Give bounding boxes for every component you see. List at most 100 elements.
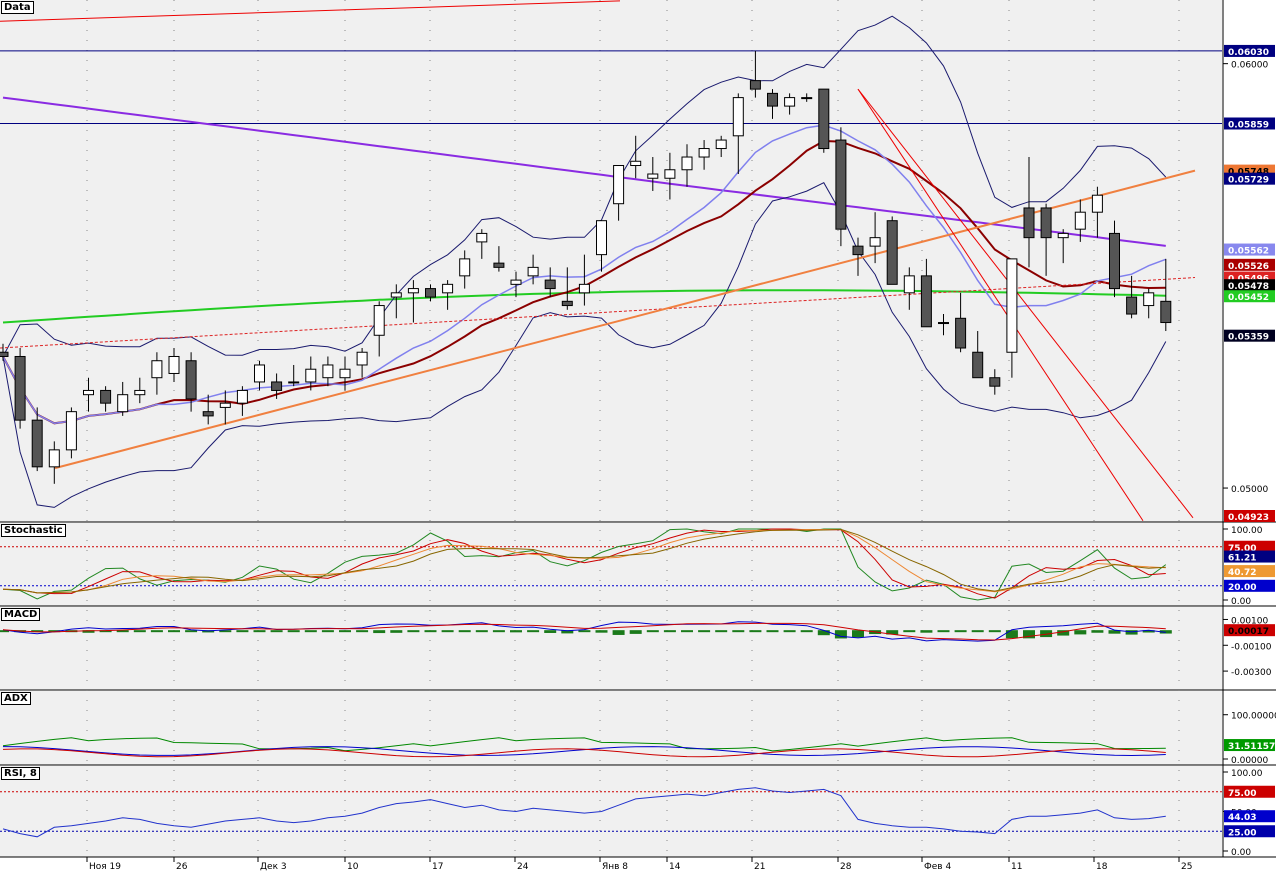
- macd-histogram-bar: [937, 630, 950, 633]
- price-tag-label: 0.05859: [1228, 120, 1269, 130]
- candle-body: [288, 381, 300, 384]
- macd-histogram-bar: [185, 630, 198, 633]
- price-tag-label: 0.05478: [1228, 282, 1269, 292]
- macd-histogram-bar: [270, 630, 283, 633]
- candle-body: [356, 351, 368, 366]
- macd-histogram-bar: [852, 630, 864, 638]
- x-tick-label: 26: [176, 862, 188, 872]
- rsi-tag-box: [1224, 810, 1275, 823]
- x-tick-label: Фев 4: [924, 862, 951, 872]
- macd-histogram-bar: [971, 630, 984, 633]
- price-tag-label: 0.05562: [1228, 247, 1269, 257]
- macd-tag-label: 0.00017: [1228, 627, 1269, 637]
- macd-histogram-bar: [1159, 630, 1172, 634]
- price-tag-label: 0.04923: [1228, 513, 1269, 523]
- candle-body: [955, 317, 967, 349]
- price-tag-box: [1224, 290, 1275, 303]
- stoch-tag-label: 61.21: [1228, 554, 1256, 564]
- stoch-tag-box: [1224, 540, 1275, 553]
- candle-body: [271, 381, 283, 391]
- macd-histogram-bar: [954, 630, 967, 633]
- x-tick-label: 25: [1181, 862, 1192, 872]
- rsi-line: [2, 787, 1166, 838]
- macd-histogram-bar: [99, 630, 112, 633]
- candle-body: [989, 377, 1001, 387]
- macd-histogram-bar: [475, 630, 488, 633]
- candle-body: [1057, 232, 1069, 239]
- macd-histogram-bar: [698, 630, 711, 633]
- candle-body: [31, 419, 43, 468]
- macd-signal-line: [2, 622, 1166, 641]
- macd-histogram-bar: [834, 630, 847, 639]
- stoch-tag-box: [1224, 565, 1275, 578]
- candle-body: [835, 139, 847, 230]
- candle-body: [14, 355, 26, 421]
- candle-body: [1160, 300, 1172, 324]
- macd-histogram-bar: [82, 630, 95, 633]
- macd-histogram-bar: [663, 630, 676, 633]
- axes: Ноя 19 26 Дек 3 10 17 24 Янв 8 14 21 28 Фев 4 11 18 2…: [86, 61, 1276, 872]
- price-tag-box: [1224, 279, 1275, 292]
- candle-body: [493, 262, 505, 268]
- candle-body: [1126, 296, 1138, 315]
- x-tick-label: Дек 3: [260, 862, 287, 872]
- candle-body: [1006, 258, 1018, 353]
- y-tick-label: 0.00000: [1231, 756, 1268, 766]
- macd-histogram-bar: [321, 630, 334, 633]
- macd-histogram-bar: [458, 630, 471, 633]
- y-tick-label: 0.00100: [1231, 616, 1268, 626]
- price-tag-box: [1224, 172, 1275, 185]
- macd-histogram-bar: [988, 630, 1001, 633]
- candle-body: [390, 292, 402, 298]
- candle-body: [903, 275, 915, 294]
- x-tick-label: 21: [754, 862, 765, 872]
- macd-histogram-bar: [116, 630, 129, 633]
- panel-label-adx: ADX: [1, 692, 31, 705]
- rsi-tag-label: 44.03: [1228, 813, 1256, 823]
- candle-body: [613, 165, 625, 205]
- macd-histogram-bar: [510, 630, 522, 633]
- dotted-regression-line: [0, 277, 1196, 349]
- candle-body: [544, 279, 556, 290]
- macd-histogram-bar: [304, 630, 317, 633]
- rsi-panel: [0, 787, 1222, 838]
- bollinger-lower: [2, 182, 1167, 508]
- candle-body: [681, 156, 693, 171]
- time-axis-bg: [0, 857, 1276, 872]
- candle-body: [322, 364, 334, 379]
- candle-body: [65, 411, 77, 451]
- x-tick-label: 14: [669, 862, 681, 872]
- candle-body: [920, 275, 932, 328]
- stoch-tag-label: 40.72: [1228, 568, 1256, 578]
- rsi-tag-box: [1224, 785, 1275, 798]
- adx-panel: [2, 737, 1166, 758]
- candle-body: [1109, 232, 1120, 290]
- panel-label-stochastic: Stochastic: [1, 524, 66, 537]
- candle-body: [254, 364, 265, 383]
- price-tag-box: [1224, 258, 1275, 271]
- macd-histogram-bar: [373, 630, 386, 634]
- stoch-tag-box: [1224, 550, 1275, 563]
- rsi-tag-label: 25.00: [1228, 828, 1256, 838]
- macd-tag-box: [1224, 624, 1275, 637]
- price-tag-box: [1224, 329, 1275, 342]
- adx-tag-box: [1224, 739, 1275, 752]
- rsi-tag-label: 75.00: [1228, 789, 1256, 799]
- adx-line-red: [2, 748, 1166, 758]
- candle-body: [630, 160, 642, 167]
- macd-histogram-bar: [732, 630, 745, 633]
- price-tag-label: 0.06030: [1228, 48, 1269, 58]
- candle-body: [83, 389, 94, 396]
- macd-histogram-bar: [595, 630, 608, 633]
- macd-histogram-bar: [1040, 630, 1053, 638]
- candle-body: [869, 237, 881, 247]
- panel-bg-adx: [0, 691, 1222, 765]
- stoch-tag-box: [1224, 579, 1275, 592]
- panel-bg-stoch: [0, 523, 1222, 606]
- macd-histogram-bar: [1074, 630, 1087, 635]
- axis-bg-stoch: [1223, 523, 1276, 606]
- macd-histogram-bar: [561, 630, 574, 634]
- candle-body: [425, 288, 436, 298]
